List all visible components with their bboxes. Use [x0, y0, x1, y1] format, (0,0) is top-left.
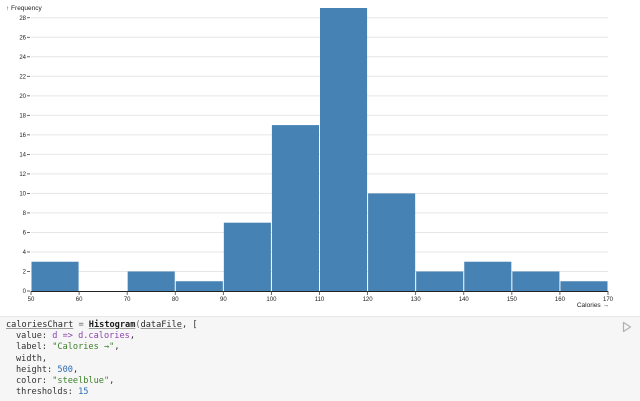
- x-tick-label: 130: [411, 297, 422, 303]
- code-variable-name[interactable]: caloriesChart: [6, 320, 74, 330]
- code-line-6: color: "steelblue",: [6, 376, 198, 387]
- code-tail: ,: [114, 342, 120, 353]
- code-line1-tail: , [: [181, 320, 198, 330]
- histogram-bar: [416, 271, 464, 291]
- histogram-bar: [31, 261, 79, 291]
- y-tick-label: 22: [19, 74, 26, 80]
- y-tick-label: 16: [19, 133, 26, 139]
- x-tick-label: 170: [603, 297, 614, 303]
- code-key: label:: [16, 342, 53, 353]
- code-value: d => d.calories: [52, 331, 130, 342]
- x-axis-label: Calories →: [577, 302, 609, 309]
- x-tick-label: 60: [76, 297, 83, 303]
- y-tick-label: 18: [19, 113, 26, 119]
- code-line-1: caloriesChart = Histogram(dataFile, [: [6, 320, 198, 330]
- code-tail: ,: [72, 364, 79, 375]
- code-line-7: thresholds: 15: [6, 387, 198, 398]
- code-key: thresholds:: [16, 387, 79, 398]
- code-cell[interactable]: caloriesChart = Histogram(dataFile, [val…: [0, 316, 640, 401]
- code-line-3: label: "Calories →",: [6, 342, 198, 353]
- code-key: value:: [16, 331, 53, 342]
- x-tick-label: 50: [28, 297, 35, 303]
- x-tick-label: 150: [507, 297, 518, 303]
- histogram-bar: [271, 125, 319, 291]
- code-function-name[interactable]: Histogram: [88, 320, 136, 330]
- histogram-chart: 0 2 4 6 8 10 12 14 16 18 20 22 24 26 28 50 60 70 80 90 100 11…: [6, 5, 614, 309]
- histogram-bar: [560, 281, 608, 291]
- code-argument[interactable]: dataFile: [140, 320, 182, 330]
- histogram-bar: [127, 271, 175, 291]
- code-value: "Calories →": [52, 342, 115, 353]
- y-tick-label: 10: [19, 191, 26, 197]
- code-value: 500: [57, 364, 73, 375]
- code-tail: ,: [41, 353, 48, 364]
- x-tick-label: 70: [124, 297, 131, 303]
- play-icon[interactable]: [622, 321, 632, 333]
- x-tick-label: 110: [315, 297, 325, 303]
- code-value: 15: [78, 387, 89, 398]
- y-tick-label: 4: [23, 250, 27, 256]
- histogram-bar: [512, 271, 560, 291]
- code-tail: ,: [129, 331, 136, 342]
- x-tick-label: 140: [459, 297, 470, 303]
- code-editor[interactable]: caloriesChart = Histogram(dataFile, [val…: [6, 320, 198, 398]
- y-tick-label: 12: [19, 172, 26, 178]
- x-tick-label: 120: [363, 297, 374, 303]
- code-key: height:: [16, 364, 58, 375]
- code-value: "steelblue": [52, 376, 110, 387]
- histogram-bar: [368, 193, 416, 291]
- code-line-4: width,: [6, 354, 198, 365]
- y-tick-label: 26: [19, 35, 26, 41]
- code-line-2: value: d => d.calories,: [6, 331, 198, 342]
- y-tick-label: 14: [19, 152, 26, 158]
- code-assign: =: [73, 320, 89, 330]
- y-tick-label: 20: [19, 94, 26, 100]
- grid-layer: [31, 17, 608, 272]
- histogram-bar: [320, 8, 368, 291]
- y-tick-label: 6: [23, 230, 27, 236]
- x-tick-label: 100: [266, 297, 277, 303]
- code-tail: ,: [109, 376, 115, 387]
- code-key: color:: [16, 376, 53, 387]
- y-tick-label: 0: [23, 289, 27, 295]
- x-tick-label: 80: [172, 297, 179, 303]
- histogram-bar: [175, 281, 223, 291]
- y-tick-label: 28: [19, 16, 26, 22]
- bar-layer: [31, 8, 608, 291]
- x-tick-label: 160: [555, 297, 566, 303]
- code-key: width: [16, 353, 42, 364]
- histogram-bar: [223, 222, 271, 291]
- y-tick-label: 2: [23, 269, 27, 275]
- code-line-5: height: 500,: [6, 365, 198, 376]
- y-tick-label: 24: [19, 55, 26, 61]
- y-axis-label: ↑ Frequency: [6, 5, 43, 12]
- y-tick-label: 8: [23, 211, 27, 217]
- x-tick-label: 90: [220, 297, 227, 303]
- histogram-bar: [464, 261, 512, 291]
